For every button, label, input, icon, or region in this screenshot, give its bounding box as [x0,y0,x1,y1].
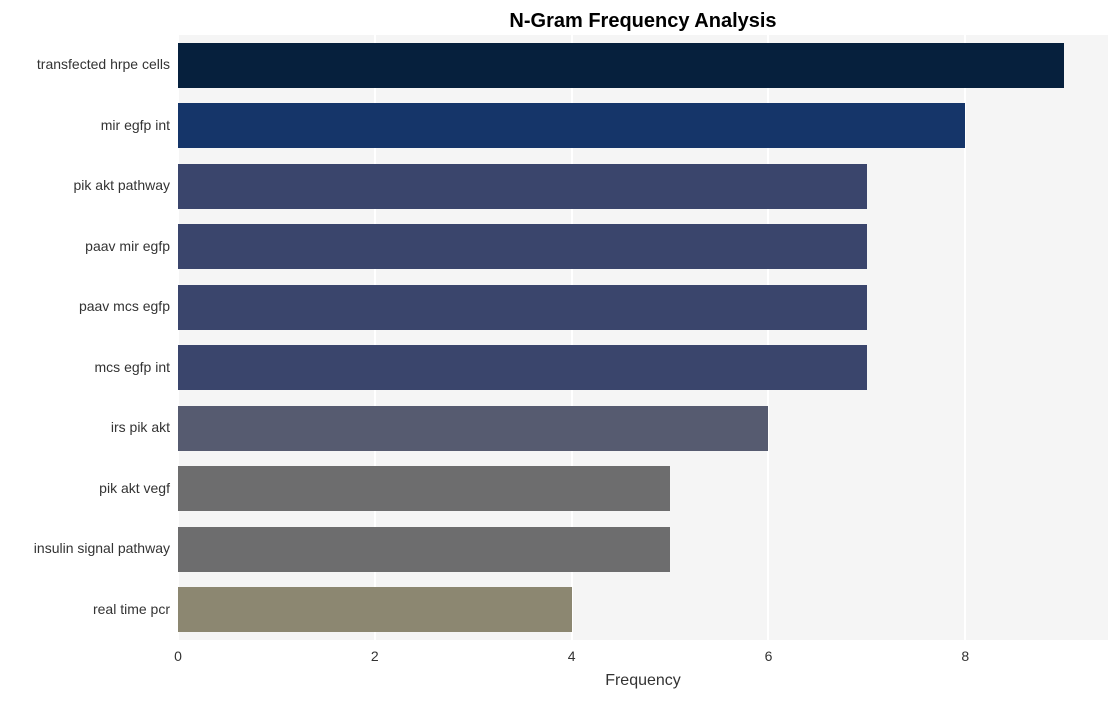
bar [178,466,670,511]
x-axis-label: Frequency [178,672,1108,690]
y-category-label: mir egfp int [101,117,170,133]
y-category-label: real time pcr [93,601,170,617]
y-category-label: irs pik akt [111,419,170,435]
x-tick-label: 8 [961,648,969,664]
bar [178,103,965,148]
bar [178,406,768,451]
x-tick-label: 0 [174,648,182,664]
y-category-label: paav mcs egfp [79,298,170,314]
y-category-label: mcs egfp int [95,359,170,375]
x-tick-label: 2 [371,648,379,664]
y-category-label: transfected hrpe cells [37,56,170,72]
bar [178,224,867,269]
y-category-label: insulin signal pathway [34,540,170,556]
y-category-label: pik akt pathway [74,177,171,193]
plot-area [178,35,1108,640]
x-tick-label: 6 [765,648,773,664]
bar [178,527,670,572]
bar [178,587,572,632]
bar [178,285,867,330]
bar [178,345,867,390]
chart-container: N-Gram Frequency Analysis Frequency 0 2 4 6… [0,0,1116,701]
bar [178,43,1064,88]
y-category-label: paav mir egfp [85,238,170,254]
y-category-label: pik akt vegf [99,480,170,496]
bar [178,164,867,209]
chart-title: N-Gram Frequency Analysis [178,10,1108,33]
x-tick-label: 4 [568,648,576,664]
